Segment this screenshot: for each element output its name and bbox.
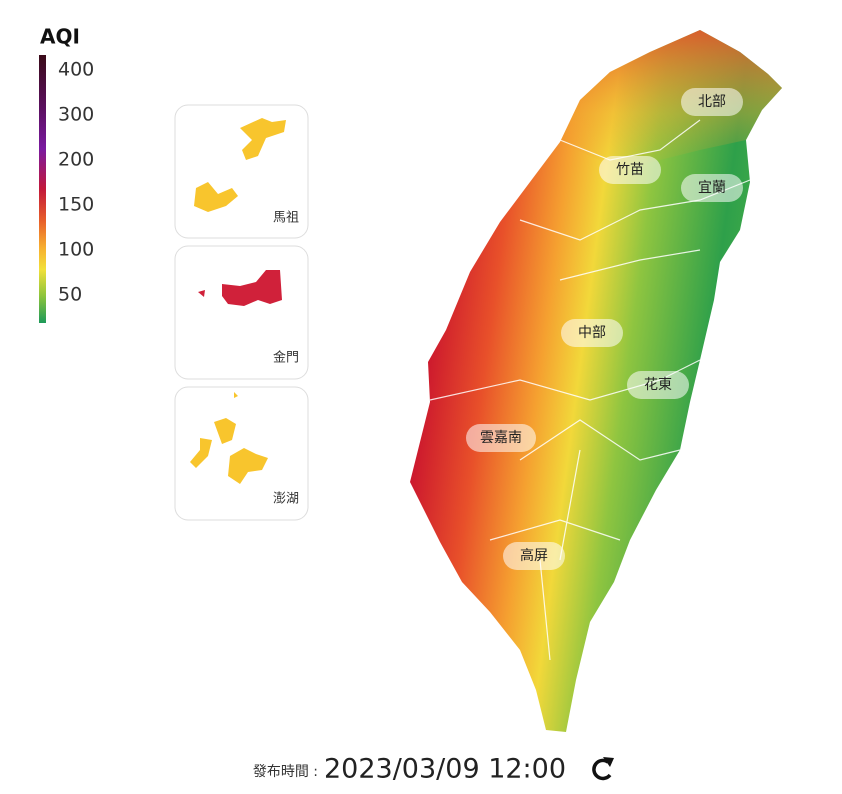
inset-label: 金門 bbox=[273, 350, 299, 366]
legend-tick-label: 50 bbox=[58, 284, 82, 306]
region-label: 竹苗 bbox=[616, 162, 644, 178]
region-label: 宜蘭 bbox=[698, 180, 726, 196]
region-pill bbox=[503, 542, 565, 570]
region-label: 中部 bbox=[578, 325, 606, 341]
region-label: 雲嘉南 bbox=[480, 430, 522, 446]
color-bar bbox=[39, 55, 46, 323]
island bbox=[190, 392, 268, 484]
region-pill bbox=[681, 174, 743, 202]
inset-label: 澎湖 bbox=[273, 492, 299, 507]
refresh-button[interactable] bbox=[592, 757, 614, 781]
region-label: 北部 bbox=[698, 94, 726, 110]
footer: 發布時間 : 2023/03/09 12:00 bbox=[253, 754, 614, 785]
taiwan-shape bbox=[410, 30, 782, 732]
island bbox=[240, 118, 286, 160]
region-pill bbox=[627, 371, 689, 399]
region-pill bbox=[466, 424, 536, 452]
region-label: 花東 bbox=[644, 377, 672, 393]
region-pill bbox=[681, 88, 743, 116]
refresh-icon[interactable] bbox=[592, 758, 612, 781]
island bbox=[222, 270, 282, 306]
insets bbox=[174, 104, 309, 521]
legend-tick-label: 150 bbox=[58, 194, 94, 216]
publish-label: 發布時間 : bbox=[253, 764, 318, 780]
legend-tick-label: 100 bbox=[58, 239, 94, 261]
inset-label: 馬祖 bbox=[273, 211, 299, 226]
legend-tick-label: 300 bbox=[58, 104, 94, 126]
region-label: 高屏 bbox=[520, 547, 548, 564]
legend-tick-label: 400 bbox=[58, 59, 94, 81]
legend: AQI 400 300 200 150 100 50 bbox=[39, 25, 94, 323]
publish-time: 2023/03/09 12:00 bbox=[324, 754, 566, 785]
legend-title: AQI bbox=[40, 25, 80, 49]
region-pill bbox=[561, 319, 623, 347]
island bbox=[194, 182, 238, 212]
legend-tick-label: 200 bbox=[58, 149, 94, 171]
taiwan bbox=[410, 30, 782, 732]
north-shade bbox=[560, 30, 782, 170]
region-pill bbox=[599, 156, 661, 184]
island bbox=[198, 290, 205, 297]
boundaries bbox=[429, 119, 751, 661]
refresh-arrow[interactable] bbox=[603, 757, 614, 767]
